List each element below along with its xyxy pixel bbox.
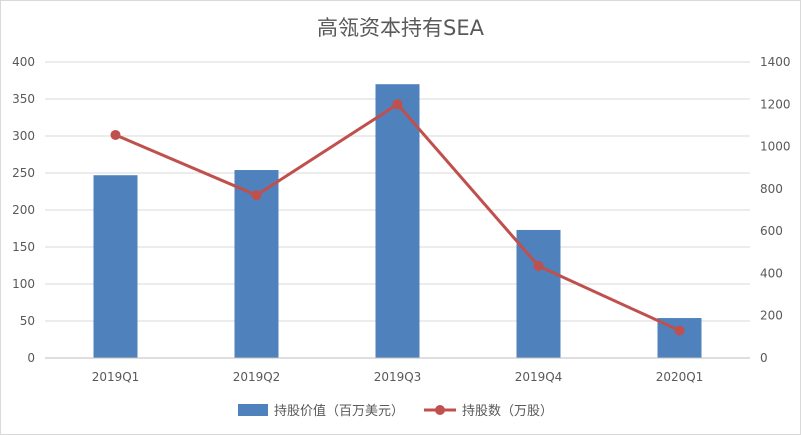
x-tick-label: 2019Q2 [233, 370, 281, 384]
x-axis-labels: 2019Q1 2019Q2 2019Q3 2019Q4 2020Q1 [45, 357, 750, 384]
legend-line-label: 持股数（万股） [462, 404, 553, 419]
y-right-tick-label: 600 [760, 224, 783, 238]
legend-bar-label: 持股价值（百万美元） [274, 403, 404, 419]
x-tick-label: 2019Q1 [92, 370, 140, 384]
y-right-tick-label: 1400 [760, 55, 791, 69]
x-tick-label: 2019Q3 [374, 370, 422, 384]
bar [234, 170, 279, 358]
y-left-tick-label: 200 [12, 203, 35, 217]
line-point [251, 190, 262, 201]
y-right-tick-label: 1000 [760, 140, 791, 154]
y-left-tick-label: 0 [27, 351, 35, 365]
y-right-tick-label: 800 [760, 182, 783, 196]
bar-series [93, 84, 702, 358]
y-left-tick-label: 250 [12, 166, 35, 180]
y-left-tick-label: 50 [20, 314, 35, 328]
y-left-tick-label: 350 [12, 92, 35, 106]
y-left-tick-label: 300 [12, 129, 35, 143]
y-right-tick-label: 200 [760, 309, 783, 323]
y-left-tick-label: 150 [12, 240, 35, 254]
y-right-tick-label: 400 [760, 266, 783, 280]
y-left-tick-label: 400 [12, 55, 35, 69]
x-tick-label: 2019Q4 [515, 370, 563, 384]
x-tick-label: 2020Q1 [656, 370, 704, 384]
y-right-tick-label: 0 [760, 351, 768, 365]
legend: 持股价值（百万美元） 持股数（万股） [238, 403, 553, 419]
line-series [110, 99, 685, 336]
bar [93, 175, 138, 358]
y-left-tick-label: 100 [12, 277, 35, 291]
legend-bar-swatch [238, 404, 268, 416]
legend-line-marker [435, 405, 445, 415]
y-right-tick-label: 1200 [760, 97, 791, 111]
y-axis-left: 0 50 100 150 200 250 300 350 400 [12, 55, 35, 365]
line-point [533, 261, 544, 272]
line-point [674, 325, 685, 336]
y-axis-right: 0 200 400 600 800 1000 1200 1400 [760, 55, 791, 365]
bar [375, 84, 420, 358]
line-point [110, 129, 121, 140]
chart-title: 高瓴资本持有SEA [317, 16, 484, 40]
line-point [392, 99, 403, 110]
